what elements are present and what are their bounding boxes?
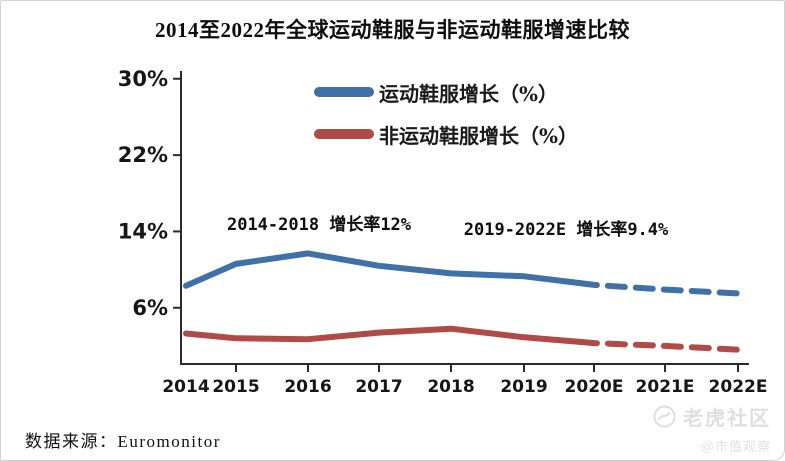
- data-source-caption: 数据来源：Euromonitor: [25, 432, 221, 451]
- series-line-solid-0: [183, 250, 583, 289]
- series-line-dashed-0: [577, 280, 741, 297]
- series-line-dashed-1: [577, 338, 741, 353]
- watermark-handle: @市值观察: [700, 439, 771, 454]
- annotation-2019-2022e-growth: 2019-2022E 增长率9.4%: [463, 220, 669, 240]
- x-tick-label: 2020E: [565, 377, 624, 397]
- watermark: 老虎社区 @市值观察: [653, 402, 771, 455]
- y-tick-label: 22%: [118, 143, 168, 167]
- y-tick-label: 6%: [132, 296, 168, 320]
- legend-swatch-nonsports-line: [314, 129, 374, 139]
- x-tick-label: 2018: [427, 377, 474, 397]
- legend-item-sports: 运动鞋服增长（%）: [314, 79, 578, 106]
- legend-label-sports: 运动鞋服增长（%）: [379, 81, 559, 106]
- watermark-brand: 老虎社区: [683, 408, 771, 430]
- x-tick-label: 2021E: [636, 377, 695, 397]
- x-tick-label: 2016: [284, 377, 331, 397]
- tiger-logo-icon: [653, 405, 676, 428]
- x-tick-label: 2017: [355, 377, 402, 397]
- y-tick-label: 30%: [118, 67, 168, 91]
- x-tick-label: 2014: [162, 377, 209, 397]
- x-tick-label: 2015: [212, 377, 259, 397]
- series-line-solid-1: [183, 325, 583, 345]
- legend-swatch-sports-line: [314, 87, 374, 97]
- chart-legend: 运动鞋服增长（%） 非运动鞋服增长（%）: [314, 79, 579, 148]
- axis-lines: [180, 71, 749, 365]
- legend-item-nonsports: 非运动鞋服增长（%）: [314, 121, 579, 148]
- chart-title: 2014至2022年全球运动鞋服与非运动鞋服增速比较: [155, 18, 630, 42]
- legend-label-nonsports: 非运动鞋服增长（%）: [379, 123, 579, 148]
- x-tick-label: 2022E: [709, 377, 768, 397]
- annotation-2014-2018-growth: 2014-2018 增长率12%: [226, 215, 412, 235]
- x-tick-label: 2019: [500, 377, 547, 397]
- watermark-brand-row: 老虎社区: [653, 402, 771, 431]
- y-tick-label: 14%: [118, 219, 168, 243]
